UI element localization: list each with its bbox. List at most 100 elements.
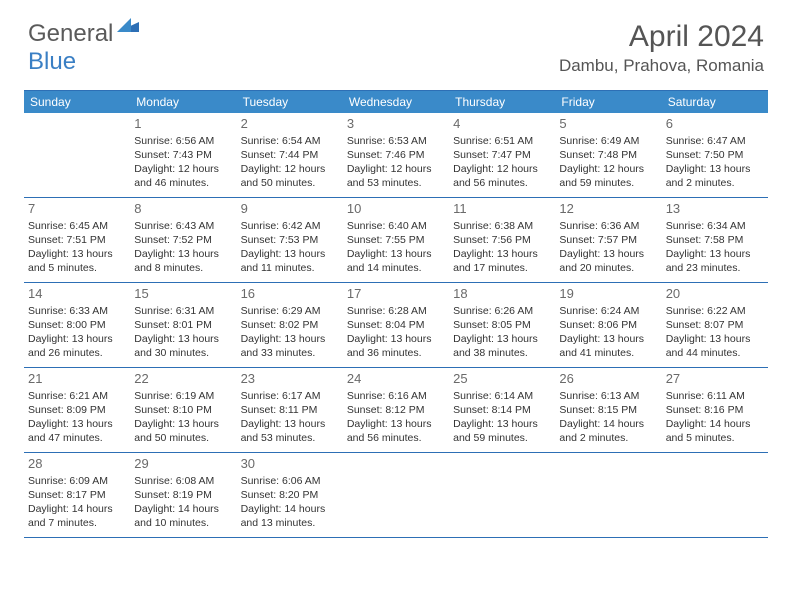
day-cell: 15Sunrise: 6:31 AMSunset: 8:01 PMDayligh…: [130, 283, 236, 367]
sunset-text: Sunset: 8:20 PM: [241, 488, 339, 502]
daylight-text: Daylight: 13 hours: [28, 332, 126, 346]
sunrise-text: Sunrise: 6:21 AM: [28, 389, 126, 403]
day-cell: 4Sunrise: 6:51 AMSunset: 7:47 PMDaylight…: [449, 113, 555, 197]
daylight-text: and 56 minutes.: [453, 176, 551, 190]
day-number: 5: [559, 115, 657, 133]
sunset-text: Sunset: 8:10 PM: [134, 403, 232, 417]
daylight-text: and 44 minutes.: [666, 346, 764, 360]
sunrise-text: Sunrise: 6:42 AM: [241, 219, 339, 233]
day-number: 10: [347, 200, 445, 218]
sunrise-text: Sunrise: 6:40 AM: [347, 219, 445, 233]
day-number: 3: [347, 115, 445, 133]
sunrise-text: Sunrise: 6:29 AM: [241, 304, 339, 318]
daylight-text: Daylight: 13 hours: [453, 332, 551, 346]
day-cell: 29Sunrise: 6:08 AMSunset: 8:19 PMDayligh…: [130, 453, 236, 537]
sunset-text: Sunset: 7:44 PM: [241, 148, 339, 162]
sunset-text: Sunset: 7:53 PM: [241, 233, 339, 247]
day-cell: 5Sunrise: 6:49 AMSunset: 7:48 PMDaylight…: [555, 113, 661, 197]
daylight-text: Daylight: 13 hours: [666, 247, 764, 261]
day-cell: 18Sunrise: 6:26 AMSunset: 8:05 PMDayligh…: [449, 283, 555, 367]
daylight-text: and 14 minutes.: [347, 261, 445, 275]
day-cell: 7Sunrise: 6:45 AMSunset: 7:51 PMDaylight…: [24, 198, 130, 282]
day-cell: 10Sunrise: 6:40 AMSunset: 7:55 PMDayligh…: [343, 198, 449, 282]
day-number: 19: [559, 285, 657, 303]
day-cell: 27Sunrise: 6:11 AMSunset: 8:16 PMDayligh…: [662, 368, 768, 452]
sunset-text: Sunset: 8:04 PM: [347, 318, 445, 332]
day-cell: 12Sunrise: 6:36 AMSunset: 7:57 PMDayligh…: [555, 198, 661, 282]
day-cell: 14Sunrise: 6:33 AMSunset: 8:00 PMDayligh…: [24, 283, 130, 367]
day-cell-empty: [449, 453, 555, 537]
day-number: 22: [134, 370, 232, 388]
logo-blue-wrapper: Blue: [28, 48, 76, 76]
sunrise-text: Sunrise: 6:51 AM: [453, 134, 551, 148]
daylight-text: Daylight: 14 hours: [559, 417, 657, 431]
daylight-text: Daylight: 14 hours: [241, 502, 339, 516]
daylight-text: Daylight: 13 hours: [453, 417, 551, 431]
sunset-text: Sunset: 8:15 PM: [559, 403, 657, 417]
daylight-text: and 50 minutes.: [241, 176, 339, 190]
sunrise-text: Sunrise: 6:17 AM: [241, 389, 339, 403]
sunset-text: Sunset: 8:06 PM: [559, 318, 657, 332]
calendar: SundayMondayTuesdayWednesdayThursdayFrid…: [24, 90, 768, 538]
weekday-wednesday: Wednesday: [343, 91, 449, 113]
daylight-text: and 33 minutes.: [241, 346, 339, 360]
day-cell: 2Sunrise: 6:54 AMSunset: 7:44 PMDaylight…: [237, 113, 343, 197]
daylight-text: and 13 minutes.: [241, 516, 339, 530]
day-cell: 20Sunrise: 6:22 AMSunset: 8:07 PMDayligh…: [662, 283, 768, 367]
day-number: 8: [134, 200, 232, 218]
day-cell: 17Sunrise: 6:28 AMSunset: 8:04 PMDayligh…: [343, 283, 449, 367]
weekday-friday: Friday: [555, 91, 661, 113]
daylight-text: Daylight: 14 hours: [134, 502, 232, 516]
sunrise-text: Sunrise: 6:14 AM: [453, 389, 551, 403]
sunset-text: Sunset: 7:57 PM: [559, 233, 657, 247]
daylight-text: and 50 minutes.: [134, 431, 232, 445]
sunrise-text: Sunrise: 6:13 AM: [559, 389, 657, 403]
sunset-text: Sunset: 8:17 PM: [28, 488, 126, 502]
sunrise-text: Sunrise: 6:24 AM: [559, 304, 657, 318]
sunrise-text: Sunrise: 6:08 AM: [134, 474, 232, 488]
sunrise-text: Sunrise: 6:36 AM: [559, 219, 657, 233]
daylight-text: Daylight: 13 hours: [666, 332, 764, 346]
weekday-thursday: Thursday: [449, 91, 555, 113]
daylight-text: and 5 minutes.: [666, 431, 764, 445]
daylight-text: Daylight: 14 hours: [666, 417, 764, 431]
weekday-monday: Monday: [130, 91, 236, 113]
day-number: 26: [559, 370, 657, 388]
day-number: 21: [28, 370, 126, 388]
day-number: 11: [453, 200, 551, 218]
daylight-text: Daylight: 13 hours: [134, 332, 232, 346]
weekday-saturday: Saturday: [662, 91, 768, 113]
sunrise-text: Sunrise: 6:47 AM: [666, 134, 764, 148]
sunset-text: Sunset: 8:12 PM: [347, 403, 445, 417]
day-number: 15: [134, 285, 232, 303]
day-cell: 6Sunrise: 6:47 AMSunset: 7:50 PMDaylight…: [662, 113, 768, 197]
logo-text-blue: Blue: [28, 48, 76, 75]
day-cell: 28Sunrise: 6:09 AMSunset: 8:17 PMDayligh…: [24, 453, 130, 537]
day-cell: 3Sunrise: 6:53 AMSunset: 7:46 PMDaylight…: [343, 113, 449, 197]
daylight-text: Daylight: 12 hours: [559, 162, 657, 176]
sunset-text: Sunset: 7:56 PM: [453, 233, 551, 247]
day-cell: 25Sunrise: 6:14 AMSunset: 8:14 PMDayligh…: [449, 368, 555, 452]
day-number: 23: [241, 370, 339, 388]
daylight-text: Daylight: 13 hours: [559, 247, 657, 261]
week-row: 21Sunrise: 6:21 AMSunset: 8:09 PMDayligh…: [24, 368, 768, 453]
day-cell: 13Sunrise: 6:34 AMSunset: 7:58 PMDayligh…: [662, 198, 768, 282]
sunset-text: Sunset: 7:43 PM: [134, 148, 232, 162]
sunrise-text: Sunrise: 6:22 AM: [666, 304, 764, 318]
daylight-text: Daylight: 13 hours: [347, 247, 445, 261]
sunset-text: Sunset: 8:07 PM: [666, 318, 764, 332]
title-block: April 2024 Dambu, Prahova, Romania: [559, 20, 764, 76]
sunset-text: Sunset: 7:48 PM: [559, 148, 657, 162]
daylight-text: and 11 minutes.: [241, 261, 339, 275]
sunset-text: Sunset: 8:05 PM: [453, 318, 551, 332]
day-number: 20: [666, 285, 764, 303]
day-number: 30: [241, 455, 339, 473]
daylight-text: and 2 minutes.: [559, 431, 657, 445]
sunrise-text: Sunrise: 6:28 AM: [347, 304, 445, 318]
sunrise-text: Sunrise: 6:38 AM: [453, 219, 551, 233]
day-number: 7: [28, 200, 126, 218]
location-text: Dambu, Prahova, Romania: [559, 56, 764, 76]
daylight-text: Daylight: 13 hours: [134, 417, 232, 431]
day-cell: 8Sunrise: 6:43 AMSunset: 7:52 PMDaylight…: [130, 198, 236, 282]
weekday-tuesday: Tuesday: [237, 91, 343, 113]
